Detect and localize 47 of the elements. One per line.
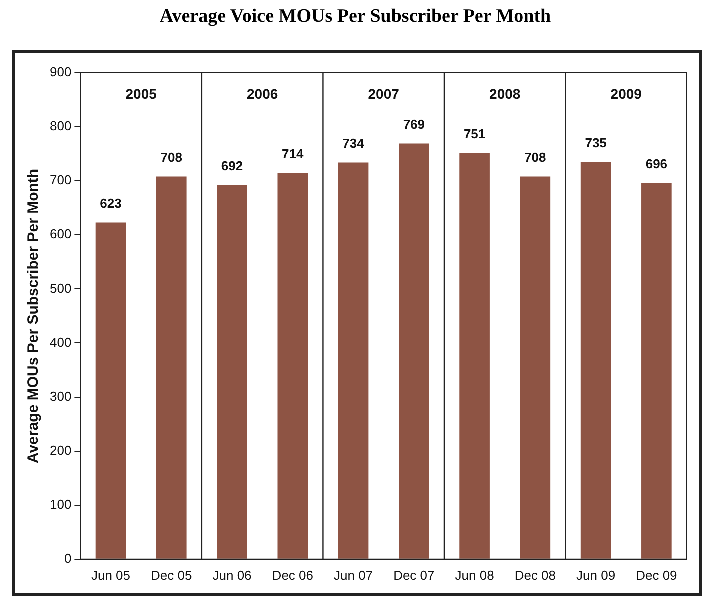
y-tick-label: 0 [64, 550, 72, 566]
x-tick-label: Jun 09 [576, 568, 616, 583]
y-tick-label: 300 [50, 388, 72, 404]
bar [460, 154, 490, 559]
y-tick-label: 200 [50, 442, 72, 458]
data-label: 735 [585, 135, 607, 150]
annotation: 2007 [368, 86, 400, 102]
bar [399, 144, 430, 559]
annotation: 2009 [610, 86, 642, 102]
x-tick-label: Dec 06 [272, 568, 314, 583]
bar [96, 222, 126, 559]
bar [278, 174, 308, 559]
x-tick-label: Jun 08 [455, 568, 494, 583]
data-label: 708 [160, 150, 182, 165]
bar [156, 176, 187, 559]
y-tick-label: 900 [50, 64, 72, 80]
y-tick-label: 400 [50, 334, 72, 350]
data-label: 692 [221, 158, 244, 174]
y-tick-label: 800 [50, 118, 72, 134]
x-tick-label: Jun 07 [334, 568, 374, 583]
y-tick-label: 100 [50, 496, 72, 512]
bar [217, 185, 248, 559]
data-label: 734 [342, 136, 366, 151]
x-tick-label: Jun 06 [212, 568, 252, 583]
data-label: 751 [464, 126, 486, 142]
data-label: 769 [403, 116, 426, 132]
y-tick-label: 600 [50, 226, 72, 242]
data-label: 623 [100, 196, 122, 211]
bar [580, 162, 612, 559]
bar [642, 183, 672, 559]
annotation: 2008 [490, 86, 521, 102]
data-label: 696 [646, 156, 668, 172]
data-label: 708 [524, 150, 546, 165]
x-tick-label: Dec 08 [514, 568, 556, 583]
data-label: 714 [282, 146, 305, 162]
y-axis-title: Average MOUs Per Subscriber Per Month [25, 168, 42, 464]
x-tick-label: Dec 07 [394, 568, 435, 583]
x-tick-label: Jun 05 [91, 568, 131, 583]
y-tick-label: 700 [50, 172, 72, 188]
y-tick-label: 500 [50, 280, 72, 296]
annotation: 2005 [126, 86, 158, 102]
x-tick-label: Dec 09 [636, 568, 678, 583]
chart-title: Average Voice MOUs Per Subscriber Per Month [158, 6, 552, 28]
x-tick-label: Dec 05 [151, 568, 192, 583]
bar [338, 162, 369, 559]
bar [520, 176, 551, 559]
annotation: 2006 [247, 86, 278, 102]
